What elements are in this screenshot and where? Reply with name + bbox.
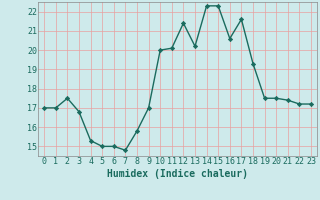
X-axis label: Humidex (Indice chaleur): Humidex (Indice chaleur) — [107, 169, 248, 179]
